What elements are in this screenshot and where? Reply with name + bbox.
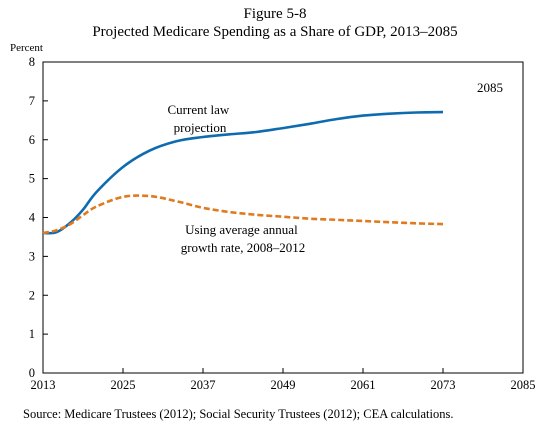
x-tick-label: 2061 bbox=[351, 378, 376, 392]
y-tick-label: 3 bbox=[29, 249, 35, 263]
plot-frame bbox=[42, 61, 524, 374]
x-tick-label: 2073 bbox=[431, 378, 456, 392]
current-law-annotation-line-1: Current law bbox=[168, 102, 230, 117]
y-tick-label: 5 bbox=[29, 172, 35, 186]
y-tick-label: 7 bbox=[29, 94, 35, 108]
x-tick-label: 2037 bbox=[191, 378, 216, 392]
average-growth-annotation-line-2: growth rate, 2008–2012 bbox=[181, 240, 306, 255]
y-tick-label: 6 bbox=[29, 133, 35, 147]
y-tick-label: 0 bbox=[29, 366, 35, 380]
x-axis: 2013 2025 2037 2049 2061 2073 2085 bbox=[31, 368, 536, 392]
y-tick-label: 2 bbox=[29, 288, 35, 302]
y-tick-label: 1 bbox=[29, 327, 35, 341]
current-law-series-line bbox=[42, 110, 444, 235]
y-axis: 0 1 2 3 4 5 6 7 8 bbox=[29, 55, 48, 380]
y-tick-label: 8 bbox=[29, 55, 35, 69]
current-law-annotation: Current law projection bbox=[168, 102, 233, 135]
source-note: Source: Medicare Trustees (2012); Social… bbox=[23, 407, 454, 421]
average-growth-annotation-line-1: Using average annual bbox=[185, 222, 298, 237]
figure-number: Figure 5-8 bbox=[243, 6, 307, 22]
current-law-annotation-line-2: projection bbox=[174, 120, 227, 135]
y-tick-label: 4 bbox=[29, 211, 36, 225]
x-tick-label: 2025 bbox=[111, 378, 136, 392]
end-year-label: 2085 bbox=[477, 80, 503, 95]
average-growth-annotation: Using average annual growth rate, 2008–2… bbox=[181, 222, 306, 255]
x-tick-label: 2085 bbox=[511, 378, 536, 392]
average-growth-series-line bbox=[42, 194, 444, 235]
y-axis-label: Percent bbox=[10, 42, 43, 54]
series-group bbox=[42, 110, 444, 235]
chart-title: Projected Medicare Spending as a Share o… bbox=[92, 24, 458, 40]
x-tick-label: 2013 bbox=[31, 378, 56, 392]
x-tick-label: 2049 bbox=[271, 378, 296, 392]
